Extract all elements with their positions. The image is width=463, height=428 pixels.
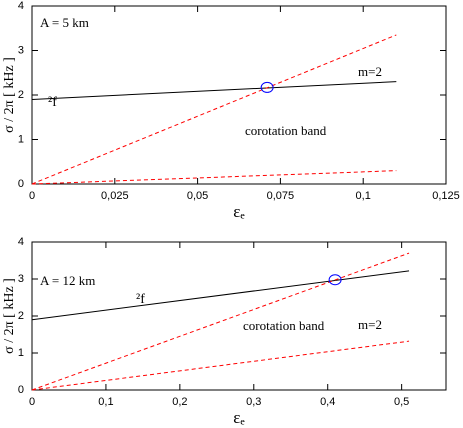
annotation: ²f xyxy=(48,95,57,110)
series-line xyxy=(31,340,410,391)
y-tick-label: 1 xyxy=(18,347,24,359)
y-tick-label: 4 xyxy=(18,236,24,248)
y-axis-label: σ / 2π [ kHz ] xyxy=(2,57,17,133)
x-axis-label: εₑ xyxy=(233,408,245,427)
x-tick-label: 0,075 xyxy=(267,190,295,202)
y-tick-label: 2 xyxy=(18,310,24,322)
annotation: m=2 xyxy=(358,64,382,79)
y-tick-label: 0 xyxy=(18,178,24,190)
series-line xyxy=(31,81,397,100)
x-tick-label: 0,125 xyxy=(432,190,460,202)
annotation: A = 12 km xyxy=(40,273,95,288)
series-line xyxy=(31,252,410,391)
series-line xyxy=(31,34,397,185)
annotation: corotation band xyxy=(245,123,327,138)
y-tick-label: 3 xyxy=(18,273,24,285)
y-tick-label: 4 xyxy=(18,0,24,12)
x-tick-label: 0,5 xyxy=(394,396,409,408)
x-tick-label: 0,2 xyxy=(172,396,187,408)
x-tick-label: 0 xyxy=(29,190,35,202)
y-tick-label: 1 xyxy=(18,133,24,145)
annotation: m=2 xyxy=(358,317,382,332)
annotation: A = 5 km xyxy=(40,15,89,30)
x-tick-label: 0,05 xyxy=(187,190,208,202)
y-tick-label: 3 xyxy=(18,44,24,56)
annotation: corotation band xyxy=(243,318,325,333)
x-tick-label: 0 xyxy=(29,396,35,408)
x-tick-label: 0,4 xyxy=(320,396,335,408)
series-line xyxy=(31,270,410,321)
series-line xyxy=(31,170,397,185)
x-tick-label: 0,1 xyxy=(98,396,113,408)
y-tick-label: 0 xyxy=(18,384,24,396)
y-tick-label: 2 xyxy=(18,89,24,101)
x-tick-label: 0,025 xyxy=(101,190,129,202)
marker xyxy=(260,81,274,93)
x-axis-label: εₑ xyxy=(233,202,245,221)
annotation: ²f xyxy=(136,292,145,307)
y-axis-label: σ / 2π [ kHz ] xyxy=(2,278,17,354)
x-tick-label: 0,1 xyxy=(356,190,371,202)
x-tick-label: 0,3 xyxy=(246,396,261,408)
marker xyxy=(328,274,342,286)
plot-frame xyxy=(31,5,447,185)
